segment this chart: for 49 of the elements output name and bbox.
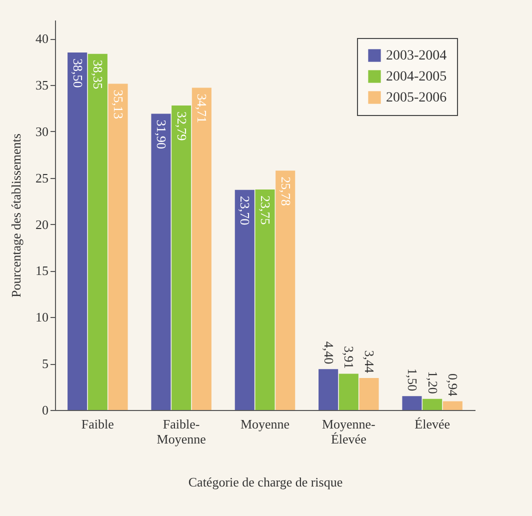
data-label: 23,75: [258, 195, 273, 225]
y-tick-label: 10: [36, 310, 48, 325]
legend-label: 2003-2004: [386, 48, 447, 64]
bar: [68, 52, 88, 410]
bar: [88, 54, 108, 410]
y-tick-label: 20: [36, 216, 48, 232]
y-axis-title: Pourcentage des établissements: [8, 134, 24, 298]
data-label: 38,35: [90, 60, 106, 90]
data-label: 23,70: [238, 196, 253, 226]
x-tick-label: Faible-Moyenne: [156, 416, 206, 446]
y-tick-label: 40: [36, 31, 48, 46]
bar: [422, 398, 442, 410]
x-tick-label: Moyenne: [240, 416, 290, 432]
bar: [359, 378, 379, 410]
bar: [108, 84, 128, 410]
data-label: 32,79: [174, 112, 190, 141]
data-label: 4,40: [321, 341, 336, 364]
y-tick-label: 15: [36, 263, 48, 278]
data-label: 1,50: [404, 368, 420, 392]
data-label: 31,90: [154, 120, 169, 150]
data-label: 25,78: [278, 176, 294, 206]
x-tick-label: Élevée: [414, 416, 450, 432]
data-label: 3,44: [362, 350, 378, 374]
legend-label: 2004-2005: [386, 70, 447, 84]
bar: [192, 88, 212, 410]
y-tick-label: 5: [42, 356, 48, 372]
bar: [402, 396, 422, 410]
data-label: 1,20: [425, 371, 440, 394]
y-tick-label: 30: [36, 124, 48, 139]
legend-label: 2005-2006: [386, 90, 447, 106]
bar: [338, 374, 358, 410]
x-tick-label: Moyenne-Élevée: [322, 416, 376, 446]
data-label: 0,94: [446, 374, 461, 397]
bar: [276, 170, 296, 410]
bar: [234, 190, 254, 410]
data-label: 35,13: [111, 90, 126, 120]
bar: [255, 189, 275, 410]
x-axis-title: Catégorie de charge de risque: [188, 474, 343, 490]
data-label: 3,91: [342, 346, 357, 369]
bar: [151, 114, 171, 410]
bar: [318, 369, 338, 410]
y-tick-label: 0: [42, 402, 48, 418]
y-tick-label: 35: [36, 78, 48, 92]
y-tick-label: 25: [36, 170, 48, 186]
bar: [172, 106, 192, 410]
x-tick-label: Faible: [81, 416, 114, 432]
data-label: 34,71: [194, 94, 210, 123]
data-label: 38,50: [70, 58, 86, 88]
bar: [442, 401, 462, 410]
